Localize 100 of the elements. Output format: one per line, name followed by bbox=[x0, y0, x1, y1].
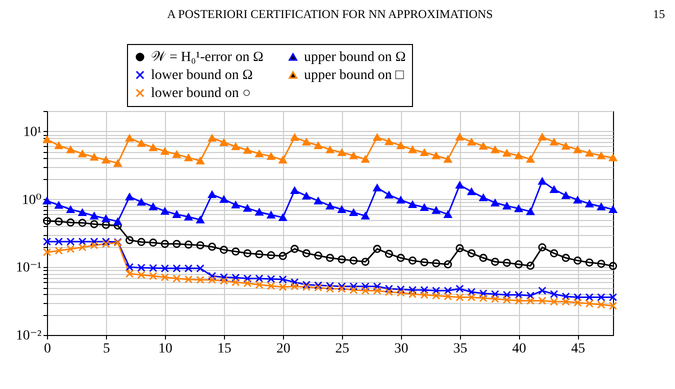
point bbox=[232, 278, 240, 286]
x-tick-label: 0 bbox=[44, 342, 51, 356]
point bbox=[66, 218, 75, 227]
point bbox=[232, 201, 240, 208]
point bbox=[290, 282, 299, 290]
point bbox=[550, 186, 558, 193]
point bbox=[54, 238, 63, 246]
point bbox=[302, 192, 310, 200]
point bbox=[114, 218, 122, 226]
point bbox=[384, 288, 394, 296]
point bbox=[266, 274, 276, 283]
point bbox=[278, 275, 287, 284]
point bbox=[526, 292, 535, 300]
point bbox=[514, 152, 523, 160]
point bbox=[408, 146, 417, 154]
point bbox=[184, 213, 193, 221]
point bbox=[338, 148, 346, 156]
point bbox=[338, 255, 346, 264]
point bbox=[184, 264, 193, 272]
legend-label: lower bound on ○ bbox=[151, 86, 251, 101]
point bbox=[373, 286, 382, 295]
point bbox=[338, 206, 346, 213]
point bbox=[278, 282, 287, 292]
point bbox=[125, 236, 134, 244]
point bbox=[184, 275, 193, 284]
point bbox=[78, 208, 86, 216]
point bbox=[78, 238, 86, 246]
point bbox=[220, 196, 228, 203]
point bbox=[326, 254, 334, 262]
point bbox=[479, 194, 488, 202]
point bbox=[232, 274, 240, 282]
point bbox=[290, 134, 299, 141]
point bbox=[90, 238, 98, 246]
point bbox=[608, 293, 618, 302]
point bbox=[432, 152, 440, 160]
point bbox=[196, 264, 204, 272]
point bbox=[149, 264, 158, 272]
point bbox=[184, 240, 193, 249]
point bbox=[408, 256, 417, 265]
point bbox=[526, 296, 535, 305]
point bbox=[550, 290, 558, 298]
point bbox=[90, 153, 98, 161]
point bbox=[574, 146, 582, 154]
point bbox=[585, 149, 594, 157]
point bbox=[373, 282, 382, 290]
point bbox=[278, 252, 287, 260]
point bbox=[90, 220, 98, 228]
point bbox=[384, 284, 394, 293]
point bbox=[172, 210, 181, 218]
point bbox=[196, 241, 204, 250]
point bbox=[243, 274, 252, 283]
point bbox=[255, 280, 264, 289]
point bbox=[432, 206, 440, 214]
point bbox=[54, 217, 63, 226]
point bbox=[526, 208, 535, 216]
x-tick-label: 35 bbox=[453, 342, 468, 356]
point bbox=[444, 286, 452, 295]
point bbox=[562, 298, 570, 306]
point bbox=[597, 293, 606, 302]
point bbox=[373, 244, 382, 253]
point bbox=[350, 152, 358, 160]
point bbox=[160, 148, 169, 155]
point bbox=[373, 134, 382, 141]
point bbox=[255, 274, 264, 283]
point bbox=[502, 202, 511, 210]
point bbox=[172, 274, 181, 283]
point bbox=[597, 260, 606, 268]
point bbox=[220, 276, 228, 285]
point bbox=[302, 280, 310, 289]
point bbox=[420, 204, 428, 211]
point bbox=[137, 264, 146, 272]
point bbox=[208, 190, 216, 198]
point bbox=[408, 286, 417, 294]
point bbox=[526, 156, 535, 163]
point bbox=[66, 146, 75, 154]
point bbox=[42, 197, 52, 204]
point bbox=[232, 142, 240, 150]
point bbox=[420, 258, 428, 266]
point bbox=[184, 154, 193, 162]
point bbox=[266, 211, 276, 218]
point bbox=[350, 256, 358, 265]
point bbox=[220, 138, 228, 146]
point bbox=[125, 270, 134, 278]
point bbox=[90, 212, 98, 220]
point bbox=[420, 286, 428, 294]
point bbox=[42, 136, 52, 144]
legend-label: 𝒲 = H₀¹-error on Ω bbox=[151, 50, 264, 65]
x-tick-label: 5 bbox=[102, 342, 110, 356]
point bbox=[54, 246, 63, 255]
point bbox=[54, 202, 63, 209]
chart-title: A POSTERIORI CERTIFICATION FOR NN APPROXIMATIONS bbox=[167, 7, 493, 21]
point bbox=[396, 142, 405, 150]
point bbox=[302, 138, 310, 146]
legend-label: lower bound on Ω bbox=[151, 68, 253, 83]
point bbox=[278, 156, 287, 164]
point bbox=[220, 273, 228, 282]
point bbox=[160, 207, 169, 215]
point bbox=[585, 300, 594, 308]
point bbox=[538, 178, 546, 185]
point bbox=[432, 292, 440, 300]
